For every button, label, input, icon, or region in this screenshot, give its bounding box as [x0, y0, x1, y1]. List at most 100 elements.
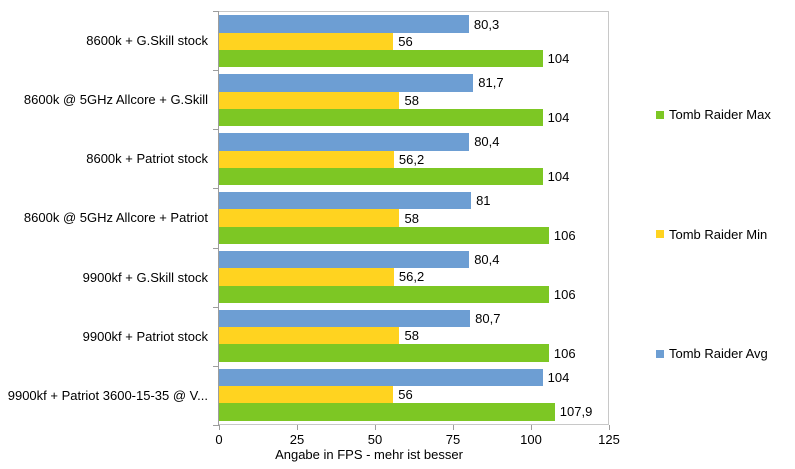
y-axis-tick [213, 11, 219, 12]
bar-value-label: 104 [547, 51, 570, 67]
bar-row: 80,7 [219, 309, 608, 328]
bar-tomb-raider-avg [219, 309, 471, 328]
bar-value-label: 80,7 [475, 310, 501, 326]
legend-item: Tomb Raider Max [656, 107, 771, 122]
bar-row: 80,4 [219, 250, 608, 269]
x-axis-tick [531, 425, 532, 430]
y-axis-labels: 8600k + G.Skill stock 8600k @ 5GHz Allcor… [0, 11, 208, 425]
x-axis-title: Angabe in FPS - mehr ist besser [275, 447, 463, 462]
bar-value-label: 56 [398, 33, 413, 49]
y-axis-tick [213, 129, 219, 131]
bar-row: 56 [219, 32, 608, 51]
bar-tomb-raider-max [219, 285, 549, 303]
bar-tomb-raider-avg [219, 368, 543, 386]
bar-row: 106 [219, 344, 608, 362]
bar-tomb-raider-max [219, 167, 543, 186]
bar-row: 104 [219, 50, 608, 68]
x-tick-label: 100 [520, 432, 542, 447]
bar-row: 104 [219, 368, 608, 386]
bar-row: 56,2 [219, 150, 608, 168]
category-group: 80,4 56,2 104 [219, 130, 608, 189]
bar-tomb-raider-min [219, 91, 400, 109]
category-label: 8600k + Patriot stock [86, 151, 208, 167]
category-group: 80,3 56 104 [219, 12, 608, 71]
bar-tomb-raider-min [219, 268, 394, 286]
bar-value-label: 56,2 [398, 151, 425, 167]
bar-value-label: 106 [553, 286, 576, 302]
bar-tomb-raider-avg [219, 15, 469, 33]
x-tick-label: 125 [598, 432, 620, 447]
legend-color-swatch-icon [656, 110, 664, 119]
bar-value-label: 104 [547, 110, 570, 126]
category-group: 80,4 56,2 106 [219, 247, 608, 306]
bar-value-label: 107,9 [559, 404, 593, 420]
legend-label: Tomb Raider Min [669, 226, 768, 242]
bar-row: 80,4 [219, 133, 608, 151]
category-label: 9900kf + G.Skill stock [82, 269, 208, 285]
y-axis-tick [213, 425, 219, 426]
category-group: 81 58 106 [219, 189, 608, 248]
x-tick-label: 75 [445, 432, 461, 447]
bar-tomb-raider-max [219, 108, 543, 127]
bar-row: 107,9 [219, 403, 608, 421]
legend-item: Tomb Raider Avg [656, 346, 771, 361]
bar-value-label: 58 [404, 328, 419, 344]
category-label: 8600k @ 5GHz Allcore + G.Skill [23, 92, 208, 108]
bar-value-label: 80,4 [474, 134, 500, 150]
bar-tomb-raider-min [219, 209, 400, 227]
category-label: 8600k + G.Skill stock [86, 33, 208, 49]
plot-area: 80,3 56 104 81,7 58 104 80,4 56,2 104 81 58 106 80,4… [219, 11, 609, 425]
bar-row: 56,2 [219, 268, 608, 286]
y-axis-line [218, 11, 219, 426]
bar-row: 58 [219, 91, 608, 109]
bar-value-label: 104 [547, 369, 570, 385]
legend-label: Tomb Raider Avg [669, 346, 768, 361]
category-group: 81,7 58 104 [219, 71, 608, 130]
x-axis-tick [453, 425, 454, 430]
x-tick-label: 0 [215, 432, 223, 447]
y-axis-tick [213, 247, 219, 249]
bar-tomb-raider-avg [219, 133, 470, 151]
y-axis-tick [213, 70, 219, 72]
bar-tomb-raider-min [219, 150, 394, 168]
x-axis-tick [609, 425, 610, 430]
bar-row: 58 [219, 209, 608, 227]
bar-row: 81,7 [219, 74, 608, 92]
bar-value-label: 106 [553, 227, 576, 243]
bar-row: 104 [219, 108, 608, 127]
legend-label: Tomb Raider Max [669, 107, 771, 122]
bar-row: 104 [219, 167, 608, 186]
bar-value-label: 106 [553, 345, 576, 361]
x-axis-tick [375, 425, 376, 430]
category-label: 9900kf + Patriot 3600-15-35 @ V... [7, 387, 208, 403]
bar-row: 80,3 [219, 15, 608, 33]
bar-row: 106 [219, 285, 608, 303]
category-label: 8600k @ 5GHz Allcore + Patriot [23, 210, 208, 226]
bar-tomb-raider-max [219, 344, 549, 362]
x-axis-tick [297, 425, 298, 430]
legend-item: Tomb Raider Min [656, 227, 771, 242]
bar-row: 58 [219, 327, 608, 345]
bar-tomb-raider-max [219, 403, 555, 421]
bar-tomb-raider-min [219, 32, 394, 51]
bar-row: 81 [219, 192, 608, 210]
bar-tomb-raider-avg [219, 74, 474, 92]
bar-tomb-raider-min [219, 385, 394, 404]
bar-value-label: 56 [398, 387, 413, 403]
bar-tomb-raider-max [219, 50, 543, 68]
bar-value-label: 58 [404, 92, 419, 108]
y-axis-tick [213, 306, 219, 308]
bar-value-label: 80,3 [473, 16, 500, 32]
y-axis-tick [213, 365, 219, 367]
bar-value-label: 81 [476, 193, 491, 209]
category-group: 104 56 107,9 [219, 365, 608, 424]
bar-tomb-raider-min [219, 327, 400, 345]
x-axis-tick [219, 425, 220, 430]
x-tick-label: 25 [289, 432, 305, 447]
bar-tomb-raider-max [219, 226, 549, 244]
bar-value-label: 104 [547, 168, 570, 184]
category-group: 80,7 58 106 [219, 306, 608, 365]
x-tick-label: 50 [367, 432, 383, 447]
bar-value-label: 56,2 [398, 269, 425, 285]
